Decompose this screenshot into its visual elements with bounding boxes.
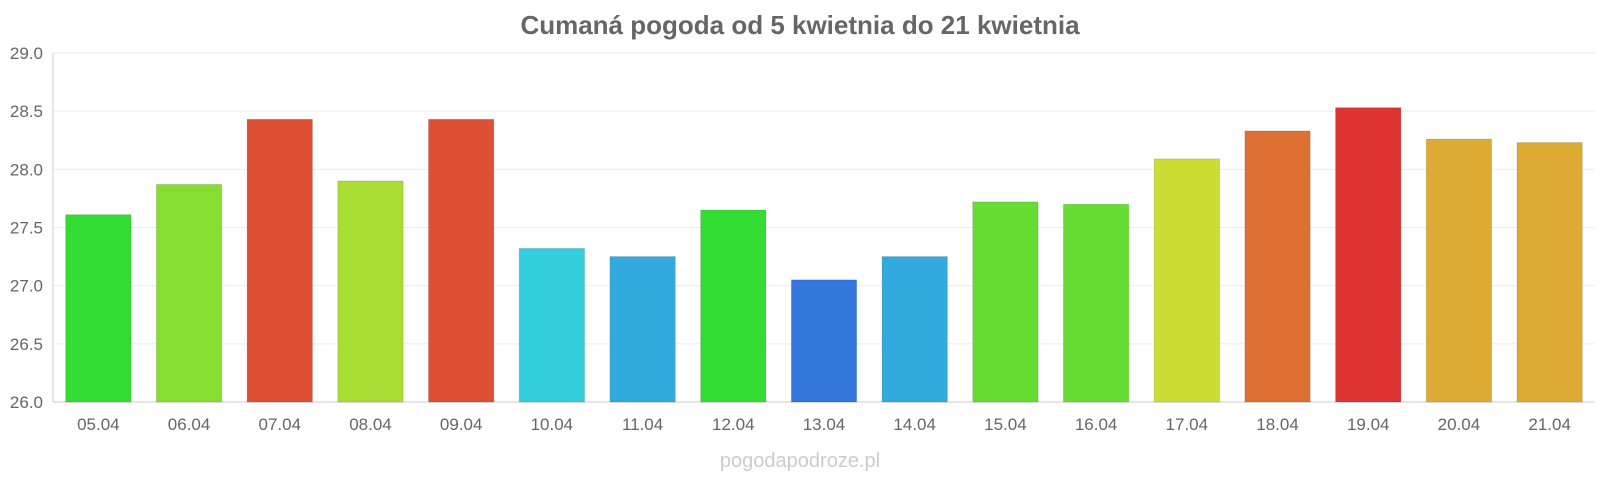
x-tick-label: 21.04	[1528, 415, 1571, 434]
bar-20.04	[1425, 138, 1493, 403]
bars	[65, 107, 1583, 403]
bar-21.04	[1516, 142, 1583, 403]
y-tick-label: 26.5	[10, 335, 43, 354]
x-tick-label: 09.04	[440, 415, 483, 434]
bar-11.04	[609, 256, 676, 403]
bar-13.04	[790, 279, 858, 403]
bar-17.04	[1153, 158, 1220, 403]
x-tick-label: 15.04	[984, 415, 1027, 434]
y-tick-label: 28.0	[10, 160, 43, 179]
bar-08.04	[337, 180, 404, 403]
y-axis-tick-labels: 26.0 26.5 27.0 27.5 28.0 28.5 29.0	[10, 44, 43, 412]
bar-09.04	[428, 118, 495, 403]
x-tick-label: 06.04	[168, 415, 211, 434]
x-tick-label: 20.04	[1438, 415, 1481, 434]
x-tick-label: 10.04	[531, 415, 574, 434]
x-tick-label: 19.04	[1347, 415, 1390, 434]
watermark: pogodapodroze.pl	[719, 450, 881, 472]
bar-05.04	[65, 214, 132, 403]
x-tick-label: 14.04	[893, 415, 936, 434]
y-tick-label: 26.0	[10, 393, 43, 412]
chart-title: Cumaná pogoda od 5 kwietnia do 21 kwietn…	[520, 10, 1080, 40]
y-tick-label: 29.0	[10, 44, 43, 63]
x-tick-label: 08.04	[349, 415, 392, 434]
bar-10.04	[518, 247, 586, 403]
bar-16.04	[1062, 203, 1130, 403]
x-tick-label: 07.04	[258, 415, 301, 434]
x-tick-label: 17.04	[1166, 415, 1209, 434]
bar-12.04	[700, 209, 767, 403]
x-tick-label: 13.04	[803, 415, 846, 434]
x-tick-label: 05.04	[77, 415, 120, 434]
y-tick-label: 28.5	[10, 102, 43, 121]
bar-15.04	[972, 201, 1039, 403]
bar-07.04	[246, 118, 313, 403]
bar-06.04	[155, 183, 223, 403]
x-tick-label: 18.04	[1256, 415, 1299, 434]
bar-14.04	[881, 256, 948, 403]
bar-18.04	[1244, 130, 1311, 403]
y-tick-label: 27.5	[10, 219, 43, 238]
x-tick-label: 11.04	[622, 415, 663, 434]
bar-19.04	[1335, 107, 1402, 403]
x-axis-tick-labels: 05.04 06.04 07.04 08.04 09.04 10.04 11.04 12.04…	[77, 415, 1571, 434]
y-tick-label: 27.0	[10, 277, 43, 296]
x-tick-label: 12.04	[712, 415, 755, 434]
x-tick-label: 16.04	[1075, 415, 1118, 434]
